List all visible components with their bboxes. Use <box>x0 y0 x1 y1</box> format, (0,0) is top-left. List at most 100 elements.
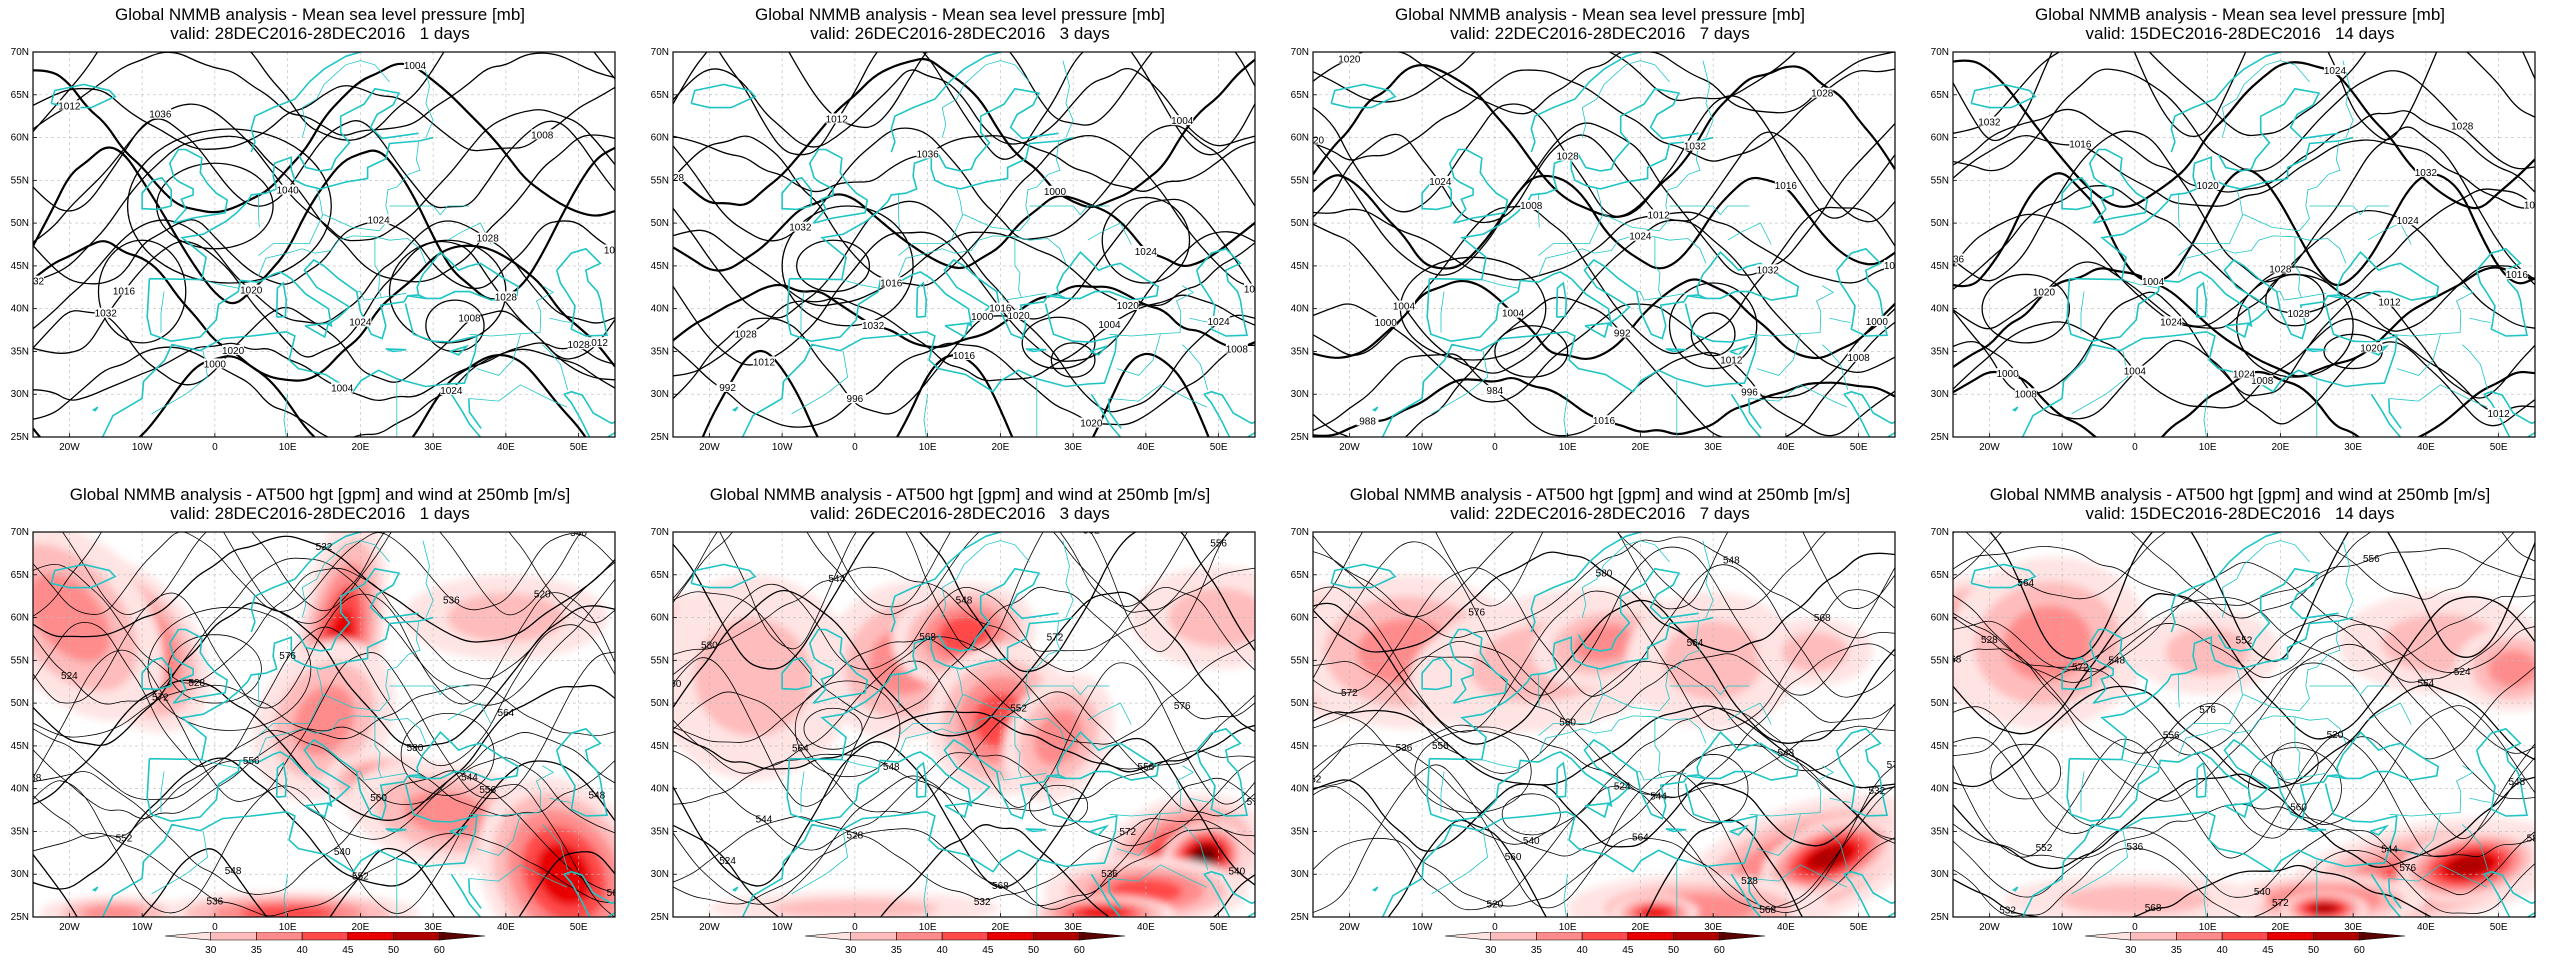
lat-tick-label: 30N <box>651 869 669 880</box>
contour-label: 1028 <box>2451 121 2474 132</box>
contour-label: 1012 <box>586 338 609 349</box>
contour-label: 520 <box>1487 900 1504 911</box>
coastline <box>1330 52 1895 437</box>
contour-label: 536 <box>1396 743 1413 754</box>
colorbar-tick-label: 35 <box>2171 945 2183 956</box>
lat-tick-label: 65N <box>11 90 29 101</box>
coastline <box>690 532 1255 917</box>
colorbar-swatch <box>256 932 303 941</box>
contour-label: 564 <box>2017 578 2034 589</box>
colorbar-swatch <box>164 932 212 941</box>
lon-tick-label: 0 <box>1492 442 1498 453</box>
contour-label: 568 <box>25 773 42 784</box>
colorbar-tick-label: 60 <box>1714 945 1726 956</box>
contour-label: 524 <box>1614 782 1631 793</box>
colorbar-tick-label: 35 <box>1531 945 1543 956</box>
lon-tick-label: 0 <box>212 442 218 453</box>
contour-label: 1020 <box>2524 200 2547 211</box>
contour-label: 524 <box>2454 667 2471 678</box>
lon-tick-label: 40E <box>1777 442 1795 453</box>
contour-label: 1032 <box>95 309 118 320</box>
contour-label: 552 <box>2236 635 2253 646</box>
contour-label: 1016 <box>2069 140 2092 151</box>
contour-label: 560 <box>1559 717 1576 728</box>
contour-label: 1000 <box>1996 369 2019 380</box>
contour-label: 1024 <box>2324 66 2347 77</box>
z500-panel-1d: 532 536 540 544 548 552 556 560 564 568 572 576 580 5… <box>0 480 640 960</box>
lat-tick-label: 50N <box>651 218 669 229</box>
lon-tick-label: 10E <box>2199 922 2217 933</box>
lon-tick-label: 40E <box>2417 442 2435 453</box>
contour-label: 1024 <box>2160 317 2183 328</box>
contour-label: 536 <box>1101 869 1118 880</box>
wind-shade-cell <box>771 898 939 917</box>
contour-label: 1024 <box>349 318 372 329</box>
contour-label: 528 <box>188 678 205 689</box>
colorbar-tick-label: 60 <box>2354 945 2366 956</box>
colorbar-tick-label: 60 <box>434 945 446 956</box>
contour-label: 992 <box>719 383 736 394</box>
contour-label: 540 <box>570 528 587 539</box>
wind-shade-cell <box>404 791 492 838</box>
contour-label: 532 <box>79 930 96 941</box>
z500-panel-7d: 516 520 524 528 532 536 540 544 548 552 556 560 564 5… <box>1280 480 1920 960</box>
lon-tick-label: 50E <box>570 442 588 453</box>
contour-label: 1024 <box>1429 177 1452 188</box>
colorbar-tick-label: 50 <box>388 945 400 956</box>
panel-valid-period: valid: 15DEC2016-28DEC2016 14 days <box>2085 24 2395 43</box>
contour-label: 568 <box>992 881 1009 892</box>
lat-tick-label: 60N <box>11 613 29 624</box>
contour-label: 1016 <box>989 304 1012 315</box>
wind-shade-cell <box>1168 588 1255 648</box>
colorbar-swatch <box>804 932 852 941</box>
lat-tick-label: 55N <box>1291 175 1309 186</box>
contour-label: 1020 <box>313 441 336 452</box>
contour-label: 548 <box>956 596 973 607</box>
lon-tick-label: 50E <box>1210 442 1228 453</box>
contour-label: 1024 <box>2397 216 2420 227</box>
contour-label: 536 <box>207 896 224 907</box>
contour-label: 996 <box>847 394 864 405</box>
contour-label: 1024 <box>440 386 463 397</box>
lon-tick-label: 20E <box>1631 442 1649 453</box>
contour-label: 1020 <box>1007 311 1030 322</box>
contour-label: 544 <box>1650 791 1667 802</box>
mslp-panel-1d: 997 1000 1004 1008 1012 1016 1020 1024 1028 1032 1… <box>0 0 640 480</box>
lon-tick-label: 10E <box>1559 922 1577 933</box>
contour-label: 1024 <box>1884 261 1907 272</box>
z500-panel-14d: 532 536 540 544 548 552 556 560 564 568 572 576 520 5… <box>1920 480 2560 960</box>
colorbar-swatch <box>1581 932 1629 941</box>
contour-label: 1004 <box>2142 277 2165 288</box>
lat-tick-label: 55N <box>1931 655 1949 666</box>
coastline <box>1970 532 2535 917</box>
contour-label: 1008 <box>1520 201 1543 212</box>
lon-tick-label: 20E <box>2271 922 2289 933</box>
contour-label: 1024 <box>1629 232 1652 243</box>
map-canvas: 997 1000 1004 1008 1012 1016 1020 1024 1028 1032 1… <box>11 47 616 453</box>
colorbar-swatch <box>1444 932 1492 941</box>
contour-label: 1012 <box>1720 356 1743 367</box>
contour-label: 996 <box>1741 387 1758 398</box>
contour-label: 532 <box>1999 906 2016 917</box>
colorbar-swatch <box>1536 932 1583 941</box>
lat-tick-label: 65N <box>11 570 29 581</box>
contour-label: 576 <box>1247 797 1264 808</box>
contour-label: 1032 <box>789 223 812 234</box>
contour-label: 568 <box>1945 655 1962 666</box>
lon-tick-label: 40E <box>497 922 515 933</box>
lat-tick-label: 40N <box>651 784 669 795</box>
panel-valid-period: valid: 26DEC2016-28DEC2016 3 days <box>810 504 1110 523</box>
contour-label: 552 <box>352 871 369 882</box>
contour-label: 984 <box>1487 386 1504 397</box>
panel-valid-period: valid: 22DEC2016-28DEC2016 7 days <box>1450 504 1750 523</box>
contour-label: 544 <box>2381 844 2398 855</box>
colorbar-swatch <box>1718 932 1766 941</box>
lon-tick-label: 10W <box>1412 442 1433 453</box>
contour-label: 1012 <box>826 114 849 125</box>
lon-tick-label: 10W <box>2052 922 2073 933</box>
lat-tick-label: 25N <box>651 912 669 923</box>
lon-tick-label: 20W <box>59 442 80 453</box>
lat-tick-label: 40N <box>651 304 669 315</box>
lat-tick-label: 35N <box>1291 826 1309 837</box>
contour-label: 1000 <box>1044 187 1067 198</box>
